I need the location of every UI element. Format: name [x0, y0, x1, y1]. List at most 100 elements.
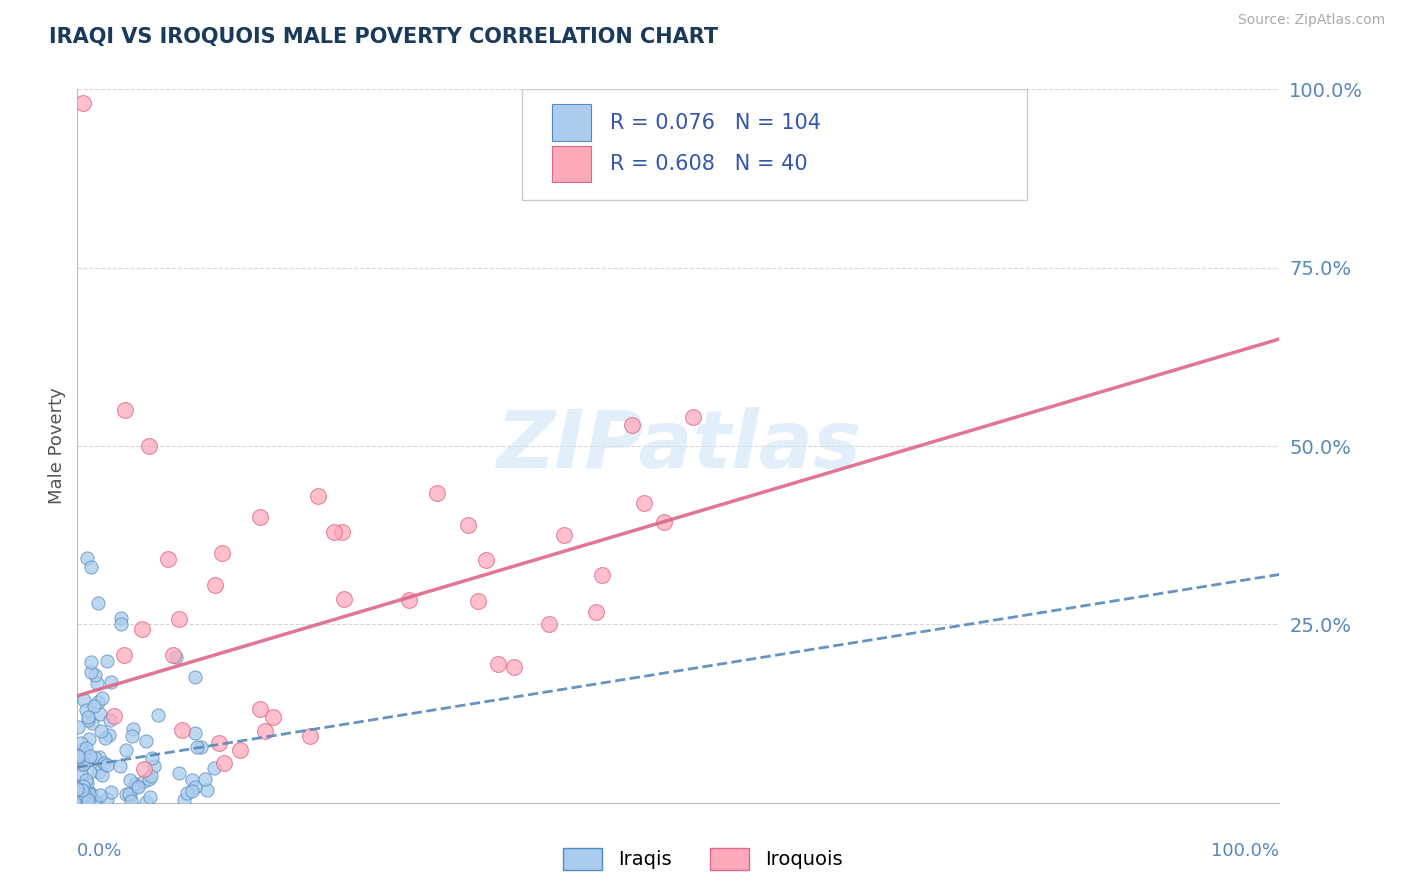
Point — [67, 782, 90, 797]
Point — [77, 785, 100, 799]
Point — [72, 779, 94, 793]
Point — [79, 764, 101, 779]
Point — [90, 768, 112, 782]
Point — [70, 736, 93, 750]
Point — [75, 793, 97, 807]
Point — [110, 611, 132, 625]
Point — [114, 787, 136, 801]
Point — [176, 786, 198, 800]
Point — [537, 616, 560, 631]
Point — [67, 750, 90, 764]
Point — [307, 489, 329, 503]
Point — [77, 792, 100, 806]
Y-axis label: Male Poverty: Male Poverty — [48, 388, 66, 504]
Text: ZIPatlas: ZIPatlas — [496, 407, 860, 485]
Point — [87, 749, 110, 764]
Point — [652, 515, 675, 529]
Point — [87, 695, 110, 709]
Point — [167, 765, 190, 780]
Point — [112, 648, 135, 662]
Point — [76, 789, 98, 803]
Point — [486, 657, 509, 672]
Point — [135, 796, 157, 810]
Point — [110, 617, 132, 632]
Point — [330, 524, 353, 539]
Point — [82, 794, 104, 808]
Point — [138, 772, 160, 786]
Point — [72, 742, 94, 756]
Point — [76, 795, 98, 809]
Point — [118, 787, 141, 801]
Point — [139, 769, 162, 783]
Point — [621, 417, 644, 432]
Point — [72, 756, 94, 771]
Point — [134, 762, 156, 776]
Point — [591, 567, 613, 582]
Point — [183, 670, 205, 684]
Point — [633, 496, 655, 510]
Point — [100, 785, 122, 799]
Point — [120, 794, 142, 808]
Point — [91, 691, 114, 706]
Point — [249, 702, 271, 716]
Point — [553, 528, 575, 542]
Point — [96, 792, 118, 806]
Point — [585, 605, 607, 619]
Point — [138, 439, 160, 453]
Point — [183, 726, 205, 740]
Point — [75, 741, 97, 756]
Point — [70, 780, 93, 794]
Point — [75, 773, 97, 788]
Point — [80, 560, 103, 574]
Point — [122, 722, 145, 736]
Point — [87, 765, 110, 780]
Point — [184, 780, 207, 794]
Point — [67, 793, 90, 807]
Point — [131, 622, 153, 636]
Point — [134, 773, 156, 788]
Point — [86, 796, 108, 810]
Bar — [553, 146, 591, 182]
Point — [73, 693, 96, 707]
Point — [70, 783, 93, 797]
Text: Source: ZipAtlas.com: Source: ZipAtlas.com — [1237, 13, 1385, 28]
Point — [142, 759, 165, 773]
Point — [96, 654, 118, 668]
Point — [682, 410, 704, 425]
Point — [124, 777, 146, 791]
Point — [457, 518, 479, 533]
Point — [69, 780, 91, 794]
Point — [135, 733, 157, 747]
Point — [502, 660, 524, 674]
Point — [299, 730, 322, 744]
Point — [76, 710, 98, 724]
Point — [89, 724, 111, 739]
Point — [167, 612, 190, 626]
Point — [79, 749, 101, 764]
Text: R = 0.608   N = 40: R = 0.608 N = 40 — [610, 154, 807, 174]
Point — [93, 756, 115, 770]
Point — [66, 782, 89, 797]
Point — [229, 743, 252, 757]
Point — [254, 724, 277, 739]
Point — [72, 96, 94, 111]
Point — [121, 729, 143, 743]
Point — [211, 546, 233, 560]
Point — [467, 594, 489, 608]
Point — [172, 723, 194, 737]
Point — [76, 551, 98, 566]
Point — [77, 794, 100, 808]
Point — [77, 753, 100, 767]
Point — [83, 795, 105, 809]
Point — [398, 592, 420, 607]
Point — [157, 552, 180, 566]
Point — [84, 751, 107, 765]
Point — [426, 485, 449, 500]
Point — [83, 668, 105, 682]
Point — [89, 707, 111, 722]
Point — [173, 792, 195, 806]
Point — [100, 675, 122, 690]
Point — [166, 649, 188, 664]
Point — [76, 775, 98, 789]
Point — [67, 795, 90, 809]
